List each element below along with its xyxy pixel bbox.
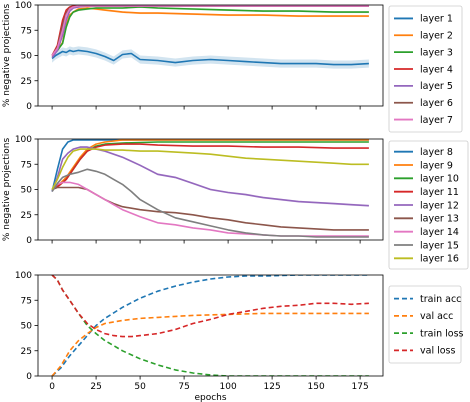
plot-area [51,275,369,376]
series-line-2 [51,312,369,376]
legend-label: layer 1 [420,14,453,25]
y-tick-label: 100 [15,1,32,11]
legend-label: layer 4 [420,64,453,75]
y-tick-label: 0 [26,372,32,382]
legend-label: layer 2 [420,31,453,42]
x-tick-label: 25 [90,382,101,392]
legend-box [388,140,469,270]
series-line-9 [51,148,369,190]
y-tick-label: 50 [21,52,33,62]
legend-label: layer 7 [420,115,453,126]
x-tick-label: 75 [178,382,189,392]
legend-label: layer 13 [420,214,459,225]
series-line-4 [51,275,369,338]
legend-label: layer 8 [420,147,453,158]
y-tick-label: 25 [21,211,32,221]
y-tick-label: 50 [21,186,33,196]
x-tick-label: 175 [352,382,369,392]
plot-area [51,5,369,69]
y-axis-label: % negative projections [2,138,12,242]
x-tick-label: 100 [220,382,237,392]
legend-label: layer 14 [420,227,459,238]
series-line-7 [51,5,369,56]
series-band [52,146,369,207]
x-axis-label: epochs [194,393,226,402]
legend-label: train loss [420,328,464,339]
legend-label: train acc [420,294,461,305]
y-tick-label: 75 [21,160,32,170]
series-line-3 [51,6,369,57]
y-tick-label: 75 [21,296,32,306]
chart-panel-3: 0 25 50 75 100 0 25 50 75 100 125 150 175 epochs train… [15,271,464,402]
legend-label: layer 15 [420,240,459,251]
legend-label: layer 10 [420,174,459,185]
y-tick-label: 25 [21,77,32,87]
axes-frame [37,4,384,107]
plot-area [51,139,369,238]
y-tick-label: 25 [21,347,32,357]
y-tick-label: 75 [21,26,32,36]
y-tick-label: 0 [26,236,32,246]
legend-label: layer 9 [420,160,453,171]
series-line-6 [51,5,369,56]
legend-label: layer 3 [420,47,453,58]
legend-label: layer 16 [420,254,459,265]
series-line-2 [51,139,369,191]
x-tick-label: 150 [308,382,325,392]
series-band [52,6,369,57]
y-tick-label: 50 [21,322,33,332]
series-line-4 [51,143,369,191]
series-line-1 [51,49,369,66]
x-tick-label: 50 [134,382,146,392]
x-tick-label: 0 [49,382,55,392]
legend-label: layer 6 [420,98,453,109]
legend-label: val acc [420,311,453,322]
y-tick-label: 100 [15,135,32,145]
legend-label: layer 11 [420,187,459,198]
legend-box [388,285,462,364]
series-line-1 [51,275,369,376]
legend-box [388,5,463,133]
series-line-3 [51,275,369,376]
legend-label: layer 12 [420,200,459,211]
series-band [52,5,369,59]
axes-frame [37,274,384,377]
legend-label: layer 5 [420,81,453,92]
series-band [52,46,369,69]
legend-label: val loss [420,346,456,357]
series-line-8 [51,168,369,238]
y-axis-label: % negative projections [2,4,12,108]
series-line-6 [51,186,369,231]
x-tick-label: 125 [264,382,281,392]
y-tick-label: 0 [26,102,32,112]
series-line-4 [51,5,369,56]
series-line-5 [51,146,369,207]
legend: train acc val acc train loss val loss [388,285,464,364]
legend: layer 8 layer 9 layer 10 layer 11 layer 12 la… [388,140,469,270]
y-tick-label: 100 [15,271,32,281]
axes-frame [37,138,384,241]
legend: layer 1 layer 2 layer 3 layer 4 layer 5 layer… [388,5,463,133]
